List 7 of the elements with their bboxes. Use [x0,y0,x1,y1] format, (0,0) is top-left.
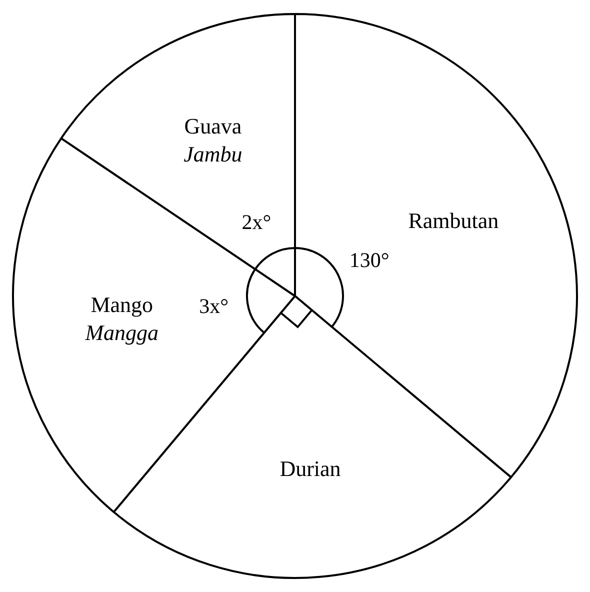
text: 2x° [242,210,272,234]
data-label: 130° [349,248,390,272]
slice-label: Rambutan [408,208,499,233]
slice-label: Durian [280,456,341,481]
text: 3x° [199,294,228,318]
slice-label: Guava Jambu [184,113,242,166]
slice-label: Mango Mangga [84,292,159,346]
